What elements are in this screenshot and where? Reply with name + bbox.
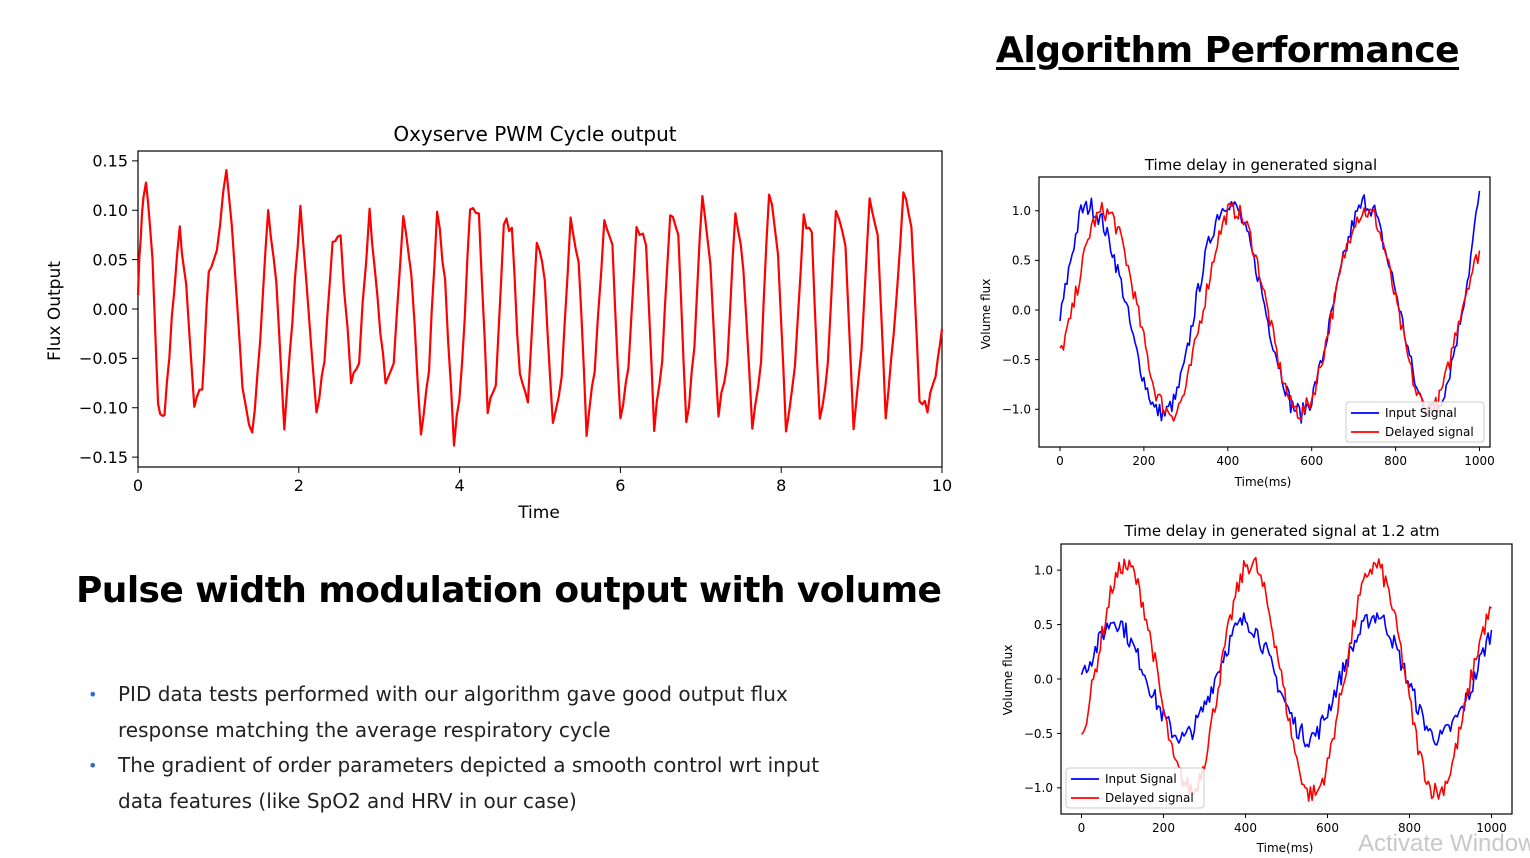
bullet-dot-icon: • <box>88 685 98 704</box>
y-tick-label: 0.00 <box>92 300 128 319</box>
series-line-input-signal <box>1059 190 1481 424</box>
chart-title: Time delay in generated signal at 1.2 at… <box>1123 522 1439 540</box>
x-axis-label: Time(ms) <box>1234 475 1292 489</box>
bullet-item: • The gradient of order parameters depic… <box>88 748 848 819</box>
x-tick-label: 800 <box>1384 454 1407 468</box>
y-tick-label: 0.05 <box>92 250 128 269</box>
y-axis-label: Volume flux <box>979 279 993 350</box>
series-line-input-signal <box>1080 612 1493 748</box>
bullet-list: • PID data tests performed with our algo… <box>88 677 848 819</box>
y-tick-label: −0.10 <box>79 399 128 418</box>
x-tick-label: 4 <box>455 476 465 495</box>
x-tick-label: 2 <box>294 476 304 495</box>
y-tick-label: 1.0 <box>1012 204 1031 218</box>
x-tick-label: 0 <box>1056 454 1064 468</box>
y-tick-label: −1.0 <box>1024 781 1053 795</box>
chart-title: Time delay in generated signal <box>1144 156 1377 174</box>
bullet-text: PID data tests performed with our algori… <box>118 682 788 742</box>
legend-label: Input Signal <box>1105 772 1177 786</box>
bullet-dot-icon: • <box>88 756 98 775</box>
y-tick-label: 1.0 <box>1034 563 1053 577</box>
x-tick-label: 0 <box>133 476 143 495</box>
x-tick-label: 600 <box>1300 454 1323 468</box>
series-line-delayed-signal <box>1080 556 1492 802</box>
chart-title: Oxyserve PWM Cycle output <box>393 122 676 146</box>
y-tick-label: 0.5 <box>1012 254 1031 268</box>
x-tick-label: 400 <box>1234 821 1257 835</box>
x-tick-label: 400 <box>1216 454 1239 468</box>
legend-label: Delayed signal <box>1105 791 1194 805</box>
section-title: Algorithm Performance <box>996 30 1460 71</box>
y-axis-label: Flux Output <box>45 261 65 361</box>
x-tick-label: 0 <box>1078 821 1086 835</box>
x-axis-label: Time <box>517 503 560 523</box>
x-tick-label: 800 <box>1398 821 1421 835</box>
y-tick-label: −0.5 <box>1002 353 1031 367</box>
y-tick-label: −1.0 <box>1002 403 1031 417</box>
series-line-output <box>136 169 944 447</box>
bullet-item: • PID data tests performed with our algo… <box>88 677 848 748</box>
y-tick-label: 0.15 <box>92 152 128 171</box>
x-tick-label: 600 <box>1316 821 1339 835</box>
legend-box <box>1065 767 1205 809</box>
x-tick-label: 1000 <box>1464 454 1495 468</box>
x-tick-label: 8 <box>776 476 786 495</box>
y-tick-label: −0.15 <box>79 448 128 467</box>
bullet-text: The gradient of order parameters depicte… <box>118 753 820 813</box>
x-tick-label: 200 <box>1132 454 1155 468</box>
x-tick-label: 6 <box>615 476 625 495</box>
activation-watermark: Activate Windows <box>1358 830 1530 857</box>
main-heading: Pulse width modulation output with volum… <box>76 570 942 611</box>
y-tick-label: −0.05 <box>79 349 128 368</box>
y-axis-label: Volume flux <box>1001 645 1015 716</box>
x-tick-label: 1000 <box>1476 821 1507 835</box>
x-tick-label: 200 <box>1152 821 1175 835</box>
legend-box <box>1345 401 1485 443</box>
series-line-delayed-signal <box>1059 201 1481 422</box>
y-tick-label: 0.5 <box>1034 618 1053 632</box>
legend-label: Delayed signal <box>1385 425 1474 439</box>
plot-frame <box>1038 176 1491 448</box>
legend-label: Input Signal <box>1385 406 1457 420</box>
y-tick-label: 0.0 <box>1012 303 1031 317</box>
x-axis-label: Time(ms) <box>1256 841 1314 855</box>
y-tick-label: 0.10 <box>92 201 128 220</box>
x-tick-label: 10 <box>932 476 952 495</box>
y-tick-label: 0.0 <box>1034 672 1053 686</box>
y-tick-label: −0.5 <box>1024 727 1053 741</box>
